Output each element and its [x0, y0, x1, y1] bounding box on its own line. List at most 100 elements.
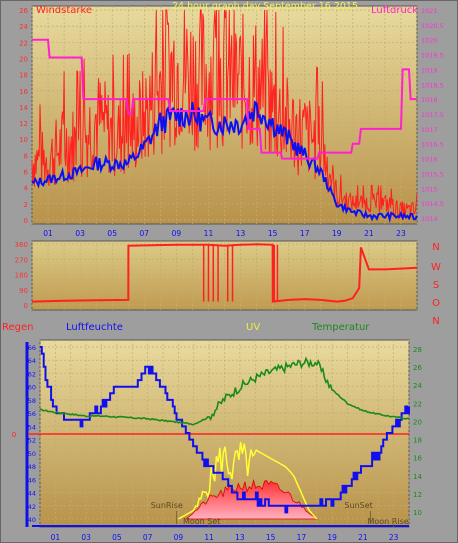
wind-axis-tick-label: 16	[19, 88, 28, 96]
x-axis-tick-label: 09	[174, 533, 184, 542]
x-axis-tick-label: 07	[143, 533, 153, 542]
x-axis-tick-label: 19	[332, 229, 342, 238]
humidity-axis-tick-label: 66	[28, 344, 36, 352]
pressure-axis-tick-label: 1014,5	[421, 200, 444, 208]
humidity-axis-tick-label: 52	[28, 437, 36, 445]
x-axis-tick-label: 17	[297, 533, 307, 542]
pressure-axis-tick-label: 1018,5	[421, 81, 444, 89]
wind-axis-tick-label: 10	[19, 136, 28, 144]
pressure-axis-title: Luftdruck	[371, 5, 418, 16]
pressure-axis-tick-label: 1020	[421, 37, 438, 45]
temperature-axis-tick-label: 20	[413, 418, 422, 426]
temperature-line	[39, 356, 410, 426]
humidity-axis-tick-label: 56	[28, 410, 36, 418]
compass-label: S	[433, 280, 439, 291]
humidity-axis-tick-label: 50	[28, 450, 36, 458]
wind-axis-title: Windstärke	[36, 5, 92, 16]
pressure-axis-tick-label: 1014	[421, 215, 438, 223]
pressure-line	[32, 38, 417, 160]
x-axis-tick-label: 05	[107, 229, 117, 238]
moonset-annotation: Moon Set	[183, 517, 220, 526]
compass-label: W	[431, 262, 441, 273]
x-axis-tick-label: 23	[389, 533, 399, 542]
x-axis-tick-label: 01	[51, 533, 61, 542]
pressure-axis-tick-label: 1015	[421, 185, 438, 193]
rain-axis-title: Regen	[2, 322, 34, 333]
x-axis-tick-label: 01	[43, 229, 53, 238]
direction-axis-tick-label: 270	[15, 256, 28, 264]
pressure-axis-tick-label: 1016,5	[421, 141, 444, 149]
wind-axis-tick-label: 6	[24, 169, 29, 177]
humidity-axis-tick-label: 44	[28, 490, 36, 498]
x-axis-tick-label: 23	[396, 229, 406, 238]
temperature-axis-title: Temperatur	[311, 322, 370, 333]
x-axis-tick-label: 03	[81, 533, 91, 542]
pressure-axis-tick-label: 1020,5	[421, 22, 444, 30]
temperature-axis-tick-label: 10	[413, 509, 422, 517]
pressure-axis-tick-label: 1015,5	[421, 170, 444, 178]
direction-axis-tick-label: 90	[19, 287, 28, 295]
uv-axis-title: UV	[246, 322, 260, 333]
compass-label: O	[432, 298, 440, 309]
x-axis-tick-label: 11	[204, 229, 214, 238]
humidity-axis-tick-label: 40	[28, 516, 36, 524]
humidity-axis-tick-label: 58	[28, 397, 36, 405]
temperature-axis-tick-label: 14	[413, 473, 422, 481]
wind-average-line	[31, 100, 418, 224]
humidity-axis-tick-label: 64	[28, 357, 36, 365]
x-axis-tick-label: 05	[112, 533, 122, 542]
humidity-axis-title: Luftfeuchte	[66, 322, 123, 333]
humidity-line	[40, 346, 410, 514]
wind-axis-tick-label: 4	[24, 185, 29, 193]
humidity-axis-tick-label: 60	[28, 384, 36, 392]
x-axis-tick-label: 07	[140, 229, 150, 238]
x-axis-tick-label: 03	[75, 229, 85, 238]
x-axis-tick-label: 09	[172, 229, 182, 238]
wind-axis-tick-label: 8	[24, 152, 28, 160]
direction-axis-tick-label: 360	[15, 241, 28, 249]
temperature-axis-tick-label: 22	[413, 400, 422, 408]
direction-axis-tick-label: 180	[15, 272, 28, 280]
uv-line	[178, 441, 318, 520]
humidity-axis-tick-label: 42	[28, 503, 36, 511]
x-axis-tick-label: 17	[300, 229, 310, 238]
x-axis-tick-label: 21	[364, 229, 374, 238]
wind-axis-tick-label: 12	[19, 120, 28, 128]
x-axis-tick-label: 15	[268, 229, 278, 238]
pressure-axis-tick-label: 1017	[421, 126, 438, 134]
x-axis-tick-label: 15	[266, 533, 276, 542]
humidity-axis-tick-label: 54	[28, 423, 36, 431]
direction-axis-tick-label: 0	[24, 302, 28, 310]
chart-title: 24 hour graph day September 16 2015	[172, 1, 358, 12]
pressure-axis-tick-label: 1018	[421, 96, 438, 104]
wind-axis-tick-label: 2	[24, 201, 28, 209]
wind-gust-line	[31, 9, 418, 221]
temperature-axis-tick-label: 18	[413, 437, 422, 445]
temperature-axis-tick-label: 16	[413, 455, 422, 463]
x-axis-tick-label: 11	[204, 533, 214, 542]
x-axis-tick-label: 19	[327, 533, 337, 542]
pressure-axis-tick-label: 1016	[421, 156, 438, 164]
wind-axis-tick-label: 20	[19, 55, 28, 63]
pressure-axis-tick-label: 1017,5	[421, 111, 444, 119]
wind-axis-tick-label: 0	[24, 217, 28, 225]
humidity-axis-tick-label: 62	[28, 370, 36, 378]
wind-direction-line	[31, 243, 418, 303]
temperature-axis-tick-label: 24	[413, 382, 422, 390]
wind-axis-tick-label: 22	[19, 39, 28, 47]
compass-label: N	[432, 316, 439, 327]
pressure-axis-tick-label: 1019,5	[421, 52, 444, 60]
rain-axis-tick-label: 0	[12, 431, 16, 439]
x-axis-tick-label: 13	[235, 533, 245, 542]
wind-axis-tick-label: 24	[19, 23, 28, 31]
moonrise-annotation: Moon Rise	[367, 517, 408, 526]
pressure-axis-tick-label: 1019	[421, 66, 438, 74]
pressure-axis-tick-label: 1021	[421, 7, 438, 15]
humidity-axis-tick-label: 48	[28, 463, 36, 471]
wind-axis-tick-label: 18	[19, 72, 28, 80]
humidity-axis-tick-label: 46	[28, 476, 36, 484]
temperature-axis-tick-label: 26	[413, 364, 422, 372]
wind-axis-tick-label: 26	[19, 7, 28, 15]
